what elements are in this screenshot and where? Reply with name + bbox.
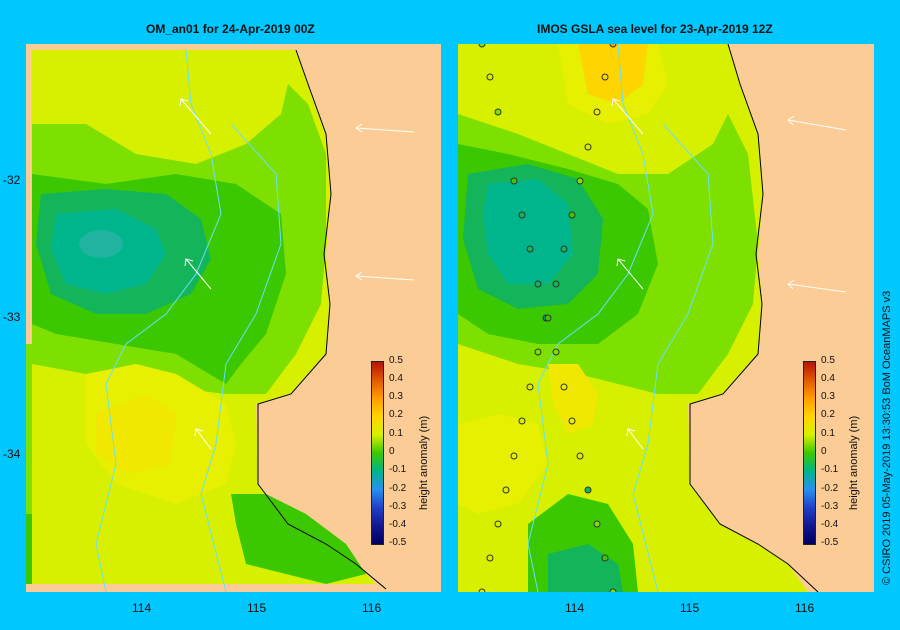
colorbar-tick: -0.2: [389, 483, 407, 494]
colorbar-left: [371, 361, 384, 545]
lon-tick-label: 116: [362, 601, 382, 615]
right-map-panel: [458, 44, 874, 592]
colorbar-tick: 0.3: [389, 391, 403, 402]
lon-tick-label: 114: [132, 601, 152, 615]
colorbar-tick: 0: [389, 446, 395, 457]
lon-tick-label: 114: [565, 601, 585, 615]
colorbar-tick: 0.3: [821, 391, 835, 402]
lon-tick-label: 115: [680, 601, 700, 615]
lon-tick-label: 116: [795, 601, 815, 615]
copyright-text: © CSIRO 2019 05-May-2019 13:30:53 BoM Oc…: [881, 290, 893, 585]
right-map-canvas: [458, 44, 874, 592]
colorbar-right: [803, 361, 816, 545]
colorbar-tick: -0.1: [389, 464, 407, 475]
colorbar-tick: -0.4: [821, 519, 839, 530]
colorbar-tick: 0.1: [389, 428, 403, 439]
colorbar-tick: 0.4: [821, 373, 835, 384]
colorbar-tick: -0.2: [821, 483, 839, 494]
colorbar-tick: -0.3: [821, 501, 839, 512]
colorbar-tick: 0.2: [389, 409, 403, 420]
lat-tick-label: -33: [3, 310, 21, 324]
colorbar-tick: 0.4: [389, 373, 403, 384]
colorbar-tick: 0.2: [821, 409, 835, 420]
colorbar-left-label: height anomaly (m): [418, 415, 430, 510]
left-map-canvas: [26, 44, 441, 592]
colorbar-tick: 0.5: [821, 355, 835, 366]
left-map-panel: [26, 44, 441, 592]
colorbar-tick: 0.5: [389, 355, 403, 366]
lon-tick-label: 115: [247, 601, 267, 615]
colorbar-tick: -0.5: [389, 537, 407, 548]
colorbar-tick: -0.3: [389, 501, 407, 512]
lat-tick-label: -34: [3, 447, 21, 461]
lat-tick-label: -32: [3, 173, 21, 187]
colorbar-tick: 0.1: [821, 428, 835, 439]
colorbar-tick: 0: [821, 446, 827, 457]
colorbar-tick: -0.5: [821, 537, 839, 548]
right-panel-title: IMOS GSLA sea level for 23-Apr-2019 12Z: [537, 22, 773, 36]
colorbar-right-label: height anomaly (m): [848, 415, 860, 510]
colorbar-tick: -0.4: [389, 519, 407, 530]
left-panel-title: OM_an01 for 24-Apr-2019 00Z: [146, 22, 315, 36]
colorbar-tick: -0.1: [821, 464, 839, 475]
